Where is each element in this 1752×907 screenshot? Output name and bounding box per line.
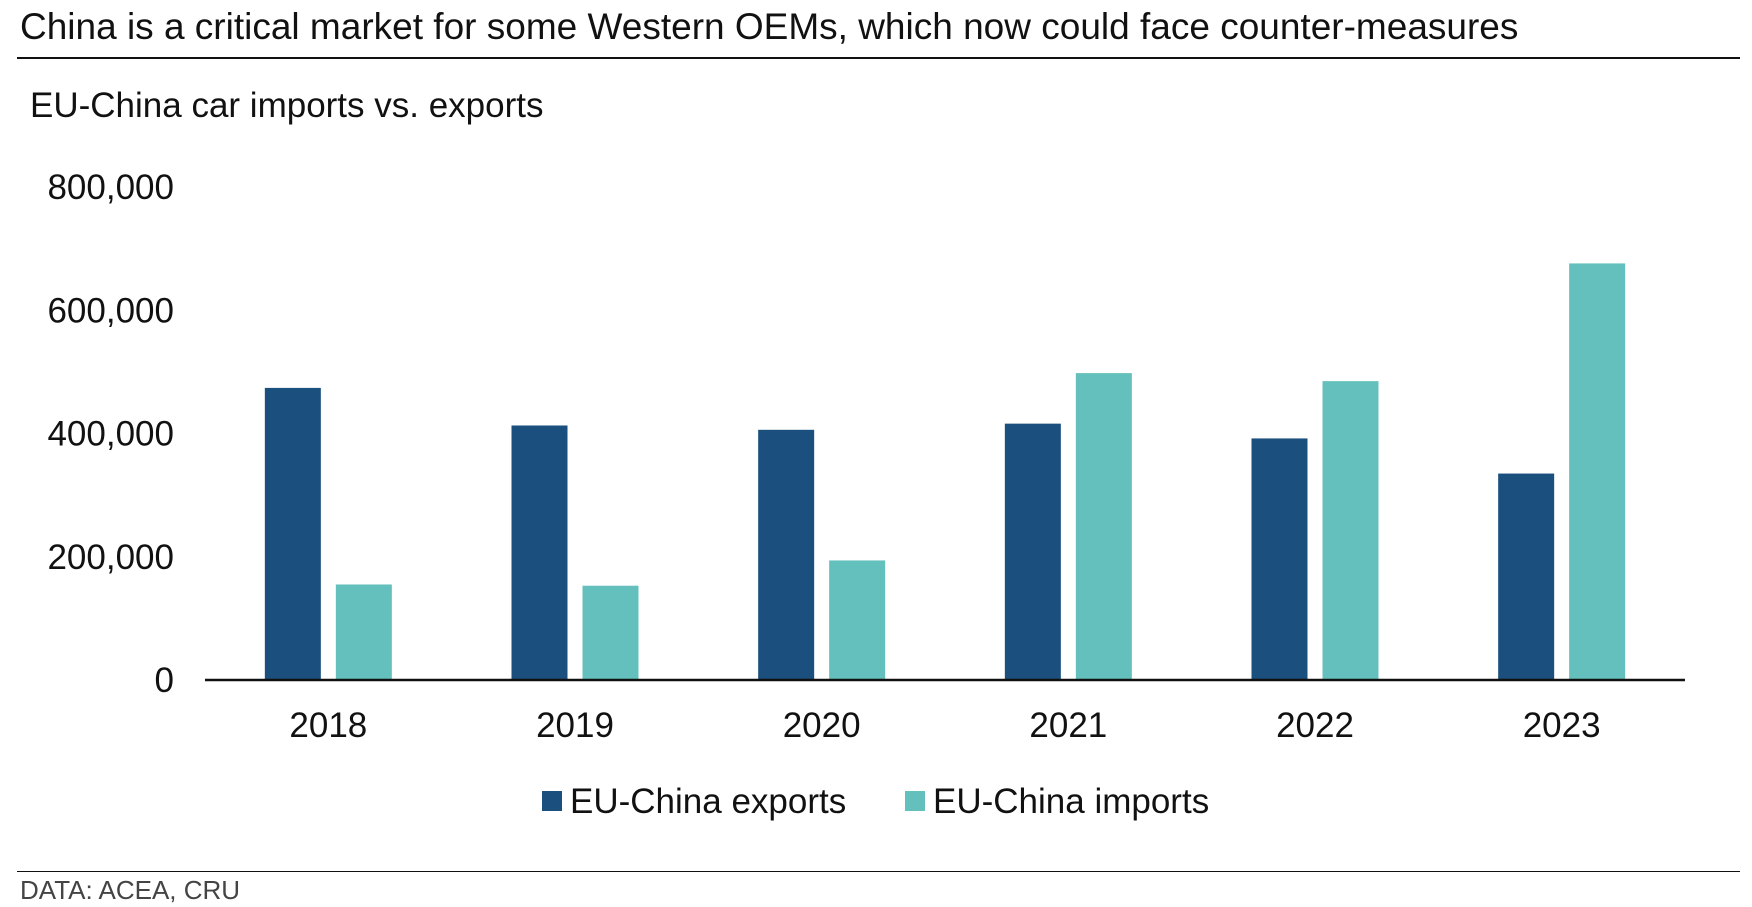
legend-swatch-exports	[542, 791, 562, 811]
bar-imports	[335, 584, 392, 680]
bar-imports	[829, 560, 886, 680]
legend-label-exports: EU-China exports	[570, 782, 846, 821]
legend: EU-China exports EU-China imports	[542, 782, 1209, 821]
bar-imports	[582, 585, 639, 680]
data-source: DATA: ACEA, CRU	[20, 875, 241, 905]
bar-exports	[511, 425, 568, 680]
x-tick-label: 2022	[1276, 706, 1354, 745]
y-tick-label: 200,000	[47, 538, 174, 577]
x-axis-ticks: 2018 2019 2020 2021 2022 2023	[289, 706, 1600, 745]
footer-rule	[17, 871, 1740, 872]
y-tick-label: 400,000	[47, 415, 174, 454]
bar-exports	[264, 387, 321, 680]
x-tick-label: 2021	[1029, 706, 1107, 745]
legend-swatch-imports	[905, 791, 925, 811]
bar-exports	[1498, 473, 1555, 680]
x-tick-label: 2019	[536, 706, 614, 745]
bar-imports	[1322, 381, 1379, 680]
y-tick-label: 600,000	[47, 291, 174, 330]
bar-exports	[758, 429, 815, 680]
bar-exports	[1251, 438, 1308, 680]
x-tick-label: 2018	[289, 706, 367, 745]
y-tick-label: 0	[155, 661, 174, 700]
y-axis-ticks: 0 200,000 400,000 600,000 800,000	[47, 168, 174, 700]
y-tick-label: 800,000	[47, 168, 174, 207]
chart-subtitle: EU-China car imports vs. exports	[30, 86, 544, 125]
legend-label-imports: EU-China imports	[933, 782, 1209, 821]
bar-exports	[1004, 423, 1061, 680]
bars-group	[264, 263, 1626, 680]
bar-imports	[1569, 263, 1626, 680]
headline-rule	[17, 57, 1740, 59]
x-tick-label: 2023	[1523, 706, 1601, 745]
chart-headline: China is a critical market for some West…	[20, 6, 1519, 47]
x-tick-label: 2020	[783, 706, 861, 745]
bar-imports	[1075, 373, 1132, 680]
